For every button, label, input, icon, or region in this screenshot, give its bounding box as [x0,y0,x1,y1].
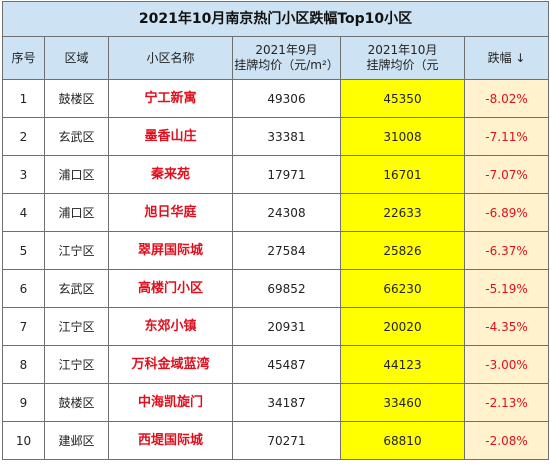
cell-name: 宁工新寓 [108,79,233,118]
cell-change: -3.00% [463,345,550,384]
cell-no: 7 [2,307,45,346]
cell-name: 中海凯旋门 [108,383,233,422]
cell-sep-price: 70271 [232,421,341,460]
cell-name: 旭日华庭 [108,193,233,232]
cell-district: 鼓楼区 [44,383,109,422]
cell-no: 9 [2,383,45,422]
cell-name: 东郊小镇 [108,307,233,346]
cell-district: 浦口区 [44,155,109,194]
header-no: 序号 [2,36,45,80]
cell-oct-price: 25826 [340,231,465,270]
cell-sep-price: 33381 [232,117,341,156]
cell-district: 江宁区 [44,231,109,270]
cell-name: 高楼门小区 [108,269,233,308]
cell-sep-price: 27584 [232,231,341,270]
cell-change: -4.35% [463,307,550,346]
cell-district: 江宁区 [44,345,109,384]
header-oct-price: 2021年10月 挂牌均价（元 [340,36,465,80]
cell-change: -6.89% [463,193,550,232]
cell-district: 玄武区 [44,269,109,308]
cell-sep-price: 34187 [232,383,341,422]
cell-oct-price: 16701 [340,155,465,194]
cell-oct-price: 22633 [340,193,465,232]
header-district: 区域 [44,36,109,80]
cell-sep-price: 49306 [232,79,341,118]
cell-sep-price: 69852 [232,269,341,308]
table-row: 5 江宁区 翠屏国际城 27584 25826 -6.37% [2,231,550,270]
cell-oct-price: 44123 [340,345,465,384]
header-sep-line2: 挂牌均价（元/m²） [234,58,339,72]
cell-change: -5.19% [463,269,550,308]
cell-oct-price: 31008 [340,117,465,156]
cell-no: 3 [2,155,45,194]
cell-name: 墨香山庄 [108,117,233,156]
cell-change: -2.13% [463,383,550,422]
cell-district: 鼓楼区 [44,79,109,118]
cell-oct-price: 45350 [340,79,465,118]
cell-no: 6 [2,269,45,308]
cell-sep-price: 24308 [232,193,341,232]
table-row: 8 江宁区 万科金域蓝湾 45487 44123 -3.00% [2,345,550,384]
cell-oct-price: 20020 [340,307,465,346]
cell-name: 万科金域蓝湾 [108,345,233,384]
cell-district: 江宁区 [44,307,109,346]
cell-no: 2 [2,117,45,156]
cell-change: -2.08% [463,421,550,460]
cell-no: 10 [2,421,45,460]
cell-change: -7.11% [463,117,550,156]
cell-name: 翠屏国际城 [108,231,233,270]
table-row: 4 浦口区 旭日华庭 24308 22633 -6.89% [2,193,550,232]
cell-no: 4 [2,193,45,232]
cell-change: -6.37% [463,231,550,270]
table-title: 2021年10月南京热门小区跌幅Top10小区 [1,1,550,37]
cell-name: 秦来苑 [108,155,233,194]
header-name: 小区名称 [108,36,233,80]
header-sep-price: 2021年9月 挂牌均价（元/m²） [232,36,341,80]
cell-oct-price: 66230 [340,269,465,308]
header-oct-line2: 挂牌均价（元 [366,58,439,72]
table-row: 10 建邺区 西堤国际城 70271 68810 -2.08% [2,421,550,460]
cell-name: 西堤国际城 [108,421,233,460]
cell-change: -7.07% [463,155,550,194]
cell-sep-price: 45487 [232,345,341,384]
table-title-row: 2021年10月南京热门小区跌幅Top10小区 [1,1,550,37]
cell-no: 5 [2,231,45,270]
cell-sep-price: 17971 [232,155,341,194]
header-change: 跌幅 ↓ [463,36,550,80]
table-row: 3 浦口区 秦来苑 17971 16701 -7.07% [2,155,550,194]
table-row: 9 鼓楼区 中海凯旋门 34187 33460 -2.13% [2,383,550,422]
cell-oct-price: 33460 [340,383,465,422]
cell-sep-price: 20931 [232,307,341,346]
cell-change: -8.02% [463,79,550,118]
cell-oct-price: 68810 [340,421,465,460]
table-row: 1 鼓楼区 宁工新寓 49306 45350 -8.02% [2,79,550,118]
cell-district: 浦口区 [44,193,109,232]
table-row: 7 江宁区 东郊小镇 20931 20020 -4.35% [2,307,550,346]
cell-no: 1 [2,79,45,118]
header-row: 序号 区域 小区名称 2021年9月 挂牌均价（元/m²） 2021年10月 挂… [2,36,550,80]
table-row: 6 玄武区 高楼门小区 69852 66230 -5.19% [2,269,550,308]
header-sep-line1: 2021年9月 [255,43,318,57]
cell-district: 建邺区 [44,421,109,460]
cell-no: 8 [2,345,45,384]
header-oct-line1: 2021年10月 [367,43,438,57]
table-body: 1 鼓楼区 宁工新寓 49306 45350 -8.02% 2 玄武区 墨香山庄 33381 310… [2,79,550,460]
cell-district: 玄武区 [44,117,109,156]
table-row: 2 玄武区 墨香山庄 33381 31008 -7.11% [2,117,550,156]
